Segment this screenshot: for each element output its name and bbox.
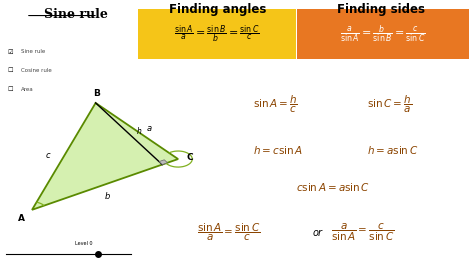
Text: C: C — [187, 153, 193, 162]
Polygon shape — [32, 103, 178, 210]
Text: $h = a\sin C$: $h = a\sin C$ — [366, 144, 418, 156]
Text: $\dfrac{\sin A}{a} = \dfrac{\sin C}{c}$: $\dfrac{\sin A}{a} = \dfrac{\sin C}{c}$ — [197, 222, 260, 243]
Text: Area: Area — [21, 87, 34, 92]
FancyBboxPatch shape — [138, 9, 296, 59]
Text: h: h — [137, 127, 141, 136]
Polygon shape — [159, 160, 167, 164]
Text: $\frac{a}{\sin A} = \frac{b}{\sin B} = \frac{c}{\sin C}$: $\frac{a}{\sin A} = \frac{b}{\sin B} = \… — [340, 23, 426, 45]
Text: $\dfrac{a}{\sin A} = \dfrac{c}{\sin C}$: $\dfrac{a}{\sin A} = \dfrac{c}{\sin C}$ — [331, 222, 395, 243]
Text: $\frac{\sin A}{a} = \frac{\sin B}{b} = \frac{\sin C}{c}$: $\frac{\sin A}{a} = \frac{\sin B}{b} = \… — [174, 23, 260, 45]
Text: A: A — [18, 214, 25, 223]
Text: ☐: ☐ — [7, 87, 13, 92]
Text: B: B — [93, 89, 100, 98]
Text: Finding angles: Finding angles — [170, 3, 267, 16]
Text: a: a — [146, 124, 151, 133]
Text: ☐: ☐ — [7, 68, 13, 73]
Text: c: c — [46, 151, 51, 160]
Text: Level 0: Level 0 — [75, 241, 92, 246]
Text: $c\sin A = a\sin C$: $c\sin A = a\sin C$ — [296, 181, 370, 193]
Text: Sine rule: Sine rule — [44, 8, 108, 21]
Text: $\sin C = \dfrac{h}{a}$: $\sin C = \dfrac{h}{a}$ — [366, 94, 412, 115]
Text: Finding sides: Finding sides — [337, 3, 425, 16]
Text: b: b — [105, 192, 110, 201]
Text: or: or — [312, 228, 322, 238]
Text: Cosine rule: Cosine rule — [21, 68, 52, 73]
FancyBboxPatch shape — [297, 9, 469, 59]
Text: Sine rule: Sine rule — [21, 49, 46, 55]
Text: $\sin A = \dfrac{h}{c}$: $\sin A = \dfrac{h}{c}$ — [254, 94, 299, 115]
Text: $h = c\sin A$: $h = c\sin A$ — [254, 144, 303, 156]
Text: ☑: ☑ — [7, 49, 13, 55]
